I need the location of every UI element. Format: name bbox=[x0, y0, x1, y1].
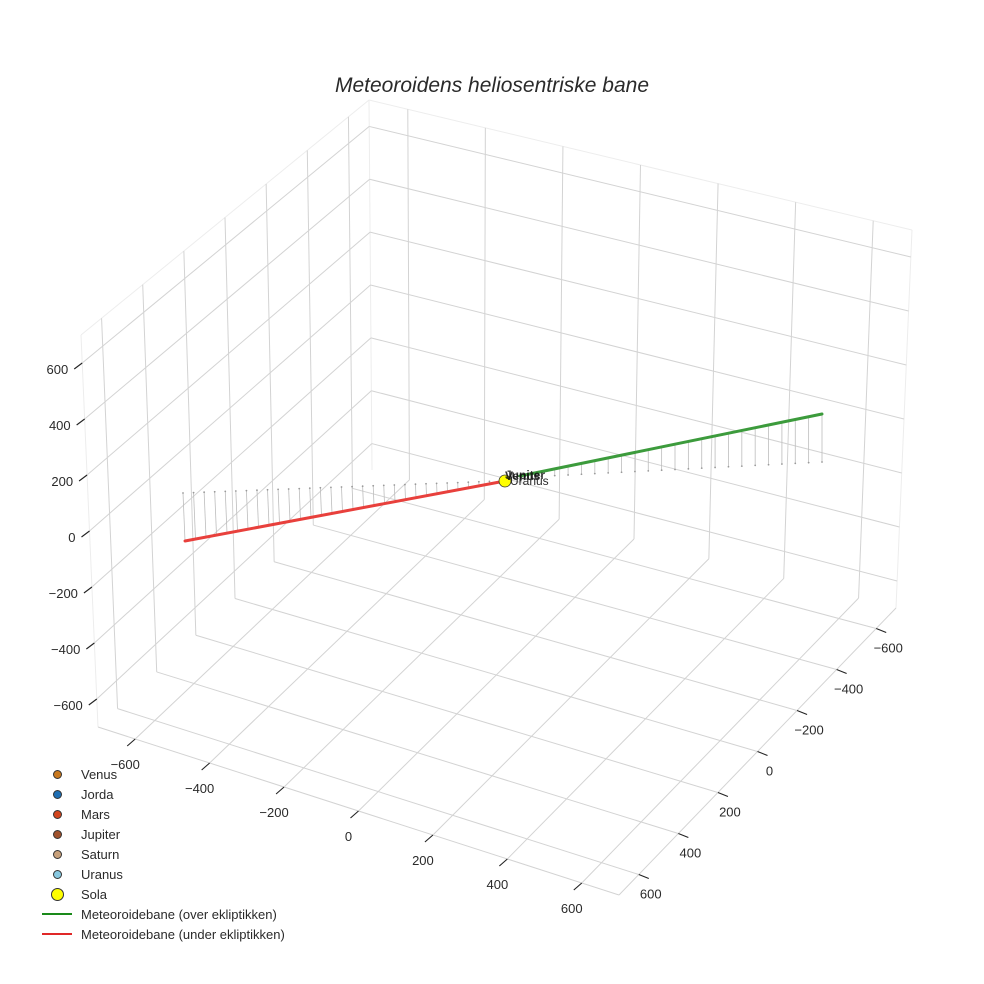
legend-item[interactable]: Uranus bbox=[38, 864, 285, 884]
legend: Venus Jorda Mars Jupiter Saturn Uranus Sola Met… bbox=[38, 764, 285, 944]
axis-tick-labels: 600 400 200 0 −200 −400 −600 −600 −400 −200 0 200 40… bbox=[47, 362, 903, 916]
marker-dot-icon bbox=[38, 844, 76, 864]
z-tick-label: 0 bbox=[68, 530, 75, 545]
legend-label: Meteoroidebane (under ekliptikken) bbox=[81, 926, 285, 942]
marker-dot-icon bbox=[38, 884, 76, 904]
grid-lines bbox=[80, 99, 913, 896]
y-tick-label: −400 bbox=[834, 682, 863, 697]
legend-label: Uranus bbox=[81, 866, 123, 882]
legend-label: Jupiter bbox=[81, 826, 121, 842]
y-tick-label: 0 bbox=[766, 764, 773, 779]
z-tick-label: −200 bbox=[49, 586, 78, 601]
trajectory-below-ecliptic bbox=[183, 479, 507, 543]
legend-item[interactable]: Saturn bbox=[38, 844, 285, 864]
marker-dot-icon bbox=[38, 824, 76, 844]
z-tick-label: 200 bbox=[51, 474, 73, 489]
legend-label: Meteoroidebane (over ekliptikken) bbox=[81, 906, 277, 922]
y-tick-label: −600 bbox=[874, 641, 903, 656]
legend-item[interactable]: Jorda bbox=[38, 784, 285, 804]
x-tick-label: −400 bbox=[185, 781, 214, 796]
y-tick-label: 600 bbox=[640, 887, 662, 902]
legend-item[interactable]: Mars bbox=[38, 804, 285, 824]
legend-item[interactable]: Meteoroidebane (over ekliptikken) bbox=[38, 904, 285, 924]
z-tick-label: −600 bbox=[53, 698, 82, 713]
marker-dot-icon bbox=[38, 864, 76, 884]
z-tick-label: 400 bbox=[49, 418, 71, 433]
x-tick-label: 200 bbox=[412, 853, 434, 868]
legend-item[interactable]: Jupiter bbox=[38, 824, 285, 844]
line-swatch-icon bbox=[38, 904, 76, 924]
legend-item[interactable]: Sola bbox=[38, 884, 285, 904]
z-tick-label: −400 bbox=[51, 642, 80, 657]
planet-labels-overlap: Venus bbox=[505, 469, 541, 483]
x-tick-label: −200 bbox=[259, 805, 288, 820]
planet-label-jupiter: Jupiter bbox=[505, 468, 545, 482]
legend-label: Saturn bbox=[81, 846, 120, 862]
marker-dot-icon bbox=[38, 764, 76, 784]
legend-label: Mars bbox=[81, 806, 110, 822]
x-tick-label: 0 bbox=[345, 829, 352, 844]
legend-item[interactable]: Meteoroidebane (under ekliptikken) bbox=[38, 924, 285, 944]
legend-label: Jorda bbox=[81, 786, 114, 802]
marker-dot-icon bbox=[38, 784, 76, 804]
uranus-label: Uranus bbox=[510, 474, 549, 488]
x-tick-label: −600 bbox=[111, 757, 140, 772]
y-tick-label: 200 bbox=[719, 805, 741, 820]
x-tick-label: 600 bbox=[561, 901, 583, 916]
projection-drop-lines bbox=[182, 414, 823, 542]
y-tick-label: −200 bbox=[794, 723, 823, 738]
y-tick-label: 400 bbox=[680, 846, 702, 861]
marker-dot-icon bbox=[38, 804, 76, 824]
legend-item[interactable]: Venus bbox=[38, 764, 285, 784]
chart-title: Meteoroidens heliosentriske bane bbox=[334, 74, 650, 97]
legend-label: Venus bbox=[81, 766, 118, 782]
sun-and-planets-cluster: Venus Jupiter Uranus bbox=[498, 468, 549, 488]
line-swatch-icon bbox=[38, 924, 76, 944]
sun-marker bbox=[498, 474, 512, 488]
z-tick-label: 600 bbox=[47, 362, 69, 377]
trajectory-above-ecliptic bbox=[518, 412, 824, 478]
trajectory-traces bbox=[183, 412, 824, 543]
axis-ticks bbox=[73, 362, 887, 891]
x-tick-label: 400 bbox=[487, 877, 509, 892]
legend-label: Sola bbox=[81, 886, 108, 902]
